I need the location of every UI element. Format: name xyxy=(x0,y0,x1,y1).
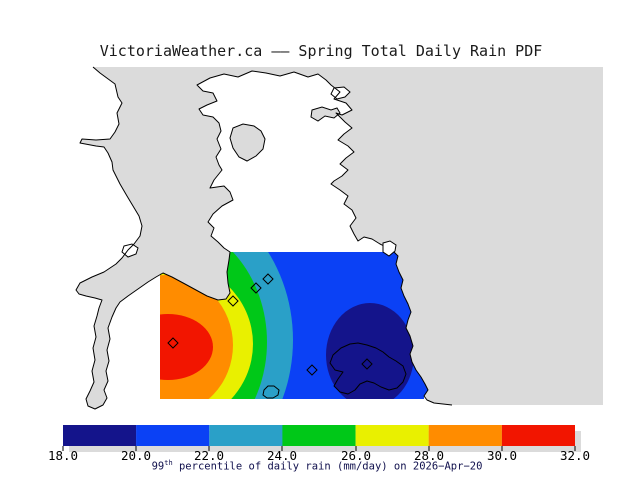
coastline xyxy=(75,66,453,410)
colorbar-caption: 99th percentile of daily rain (mm/day) o… xyxy=(152,459,483,473)
station-markers xyxy=(167,273,373,376)
colorbar-tick-label: 30.0 xyxy=(486,448,518,463)
colorbar-tick-label: 18.0 xyxy=(47,448,79,463)
colorbar-tick-label: 20.0 xyxy=(120,448,152,463)
colorbar xyxy=(63,425,575,446)
inlet-island xyxy=(121,243,139,258)
caption-text: percentile of daily rain (mm/day) on 202… xyxy=(172,460,483,473)
colorbar-tick-label: 24.0 xyxy=(266,448,298,463)
colorbar-segment-26-28 xyxy=(355,425,429,446)
station-marker-diamond xyxy=(262,273,274,285)
coast-islet xyxy=(382,240,397,257)
station-marker-diamond xyxy=(306,364,318,376)
station-marker-diamond xyxy=(361,358,373,370)
ocean-water-body xyxy=(76,67,603,409)
colorbar-tick-label: 26.0 xyxy=(340,448,372,463)
station-marker-diamond xyxy=(167,337,179,349)
caption-superscript: th xyxy=(164,459,173,467)
station-marker-diamond xyxy=(250,282,262,294)
contour-band-18-20 xyxy=(326,303,414,399)
colorbar-tick-marks xyxy=(62,446,576,451)
small-bay-lake xyxy=(310,106,341,122)
colorbar-segment-24-26 xyxy=(282,425,356,446)
caption-number: 99 xyxy=(151,460,165,473)
colorbar-segment-30-32 xyxy=(501,425,575,446)
colorbar-tick-label: 22.0 xyxy=(193,448,225,463)
colorbar-segment-18-20 xyxy=(63,425,137,446)
station-marker-diamond xyxy=(227,295,239,307)
elk-lake xyxy=(229,123,266,162)
colorbar-tick-label: 28.0 xyxy=(413,448,445,463)
island-outline-large xyxy=(329,342,407,395)
sidney-island xyxy=(330,86,351,100)
colorbar-tick-label: 32.0 xyxy=(559,448,591,463)
colorbar-segment-22-24 xyxy=(209,425,283,446)
colorbar-segment-20-22 xyxy=(136,425,210,446)
plot-title: VictoriaWeather.ca —— Spring Total Daily… xyxy=(99,42,543,60)
colorbar-segment-28-30 xyxy=(428,425,502,446)
island-outline-small xyxy=(262,385,280,399)
contour-band-30-32 xyxy=(160,314,213,380)
